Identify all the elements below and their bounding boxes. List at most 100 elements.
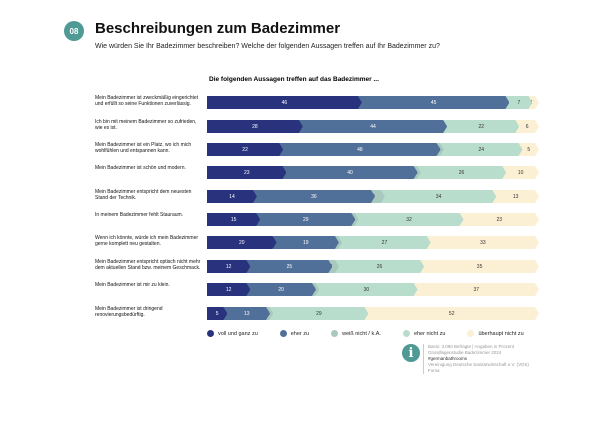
data-label: 15: [230, 216, 237, 223]
bar-segment: 33: [427, 236, 539, 249]
bar-segment: 14: [207, 190, 257, 203]
bar-segment: 13: [223, 307, 270, 320]
data-label: 48: [357, 146, 363, 153]
data-label: 30: [363, 286, 370, 293]
legend-swatch: [402, 330, 410, 337]
chart-row: Wenn ich könnte, würde ich mein Badezimm…: [95, 235, 545, 256]
bar-segment: 48: [279, 143, 440, 156]
category-label: Mein Badezimmer ist ein Platz, wo ich mi…: [95, 142, 192, 154]
bar-segment: 26: [417, 166, 506, 179]
data-label: 13: [243, 310, 250, 317]
bar-segment: 5: [207, 307, 227, 320]
legend-item: eher zu: [279, 330, 309, 337]
legend-swatch: [467, 330, 475, 337]
legend-item: überhaupt nicht zu: [467, 330, 524, 337]
data-label: 10: [517, 169, 524, 176]
bar-segment: 35: [420, 260, 539, 273]
data-label: 5: [527, 146, 531, 153]
data-label: 26: [376, 263, 383, 270]
data-label: 22: [242, 146, 248, 153]
data-label: 46: [281, 99, 288, 106]
category-label: Ich bin mit meinem Badezimmer so zufried…: [95, 119, 197, 131]
bar-segment: 30: [315, 283, 417, 296]
bar-segment: 40: [282, 166, 417, 179]
legend-item: eher nicht zu: [402, 330, 446, 337]
bar-segment: 46: [207, 96, 362, 109]
data-label: 35: [476, 263, 483, 270]
legend-swatch: [207, 330, 214, 337]
chart-row: Mein Badezimmer ist schön und modern. 23 4…: [95, 165, 545, 186]
data-label: 24: [478, 146, 485, 153]
chart-row: Mein Badezimmer ist ein Platz, wo ich mi…: [95, 142, 545, 163]
bar-segment: 37: [414, 283, 539, 296]
data-label: 5: [215, 310, 219, 317]
category-label: Wenn ich könnte, würde ich mein Badezimm…: [95, 235, 199, 247]
info-icon: i: [402, 344, 420, 362]
data-label: 20: [278, 286, 284, 293]
data-label: 20: [239, 239, 245, 246]
legend: voll und ganz zu eher zu weiß nicht / k.A.…: [207, 330, 546, 337]
data-label: 45: [430, 99, 437, 106]
bar-segment: 45: [358, 96, 510, 109]
bar-segment: 15: [207, 213, 260, 226]
stacked-bar: 122013037: [207, 283, 535, 296]
bar-segment: 12: [207, 283, 250, 296]
data-label: 25: [286, 263, 293, 270]
section-badge: 08: [64, 21, 84, 41]
source-line: Grundlagenstudie Badezimmer 2024: [428, 350, 502, 355]
bar-segment: 19: [273, 236, 339, 249]
legend-label: weiß nicht / k.A.: [342, 330, 381, 337]
data-label: 33: [480, 239, 486, 246]
bar-segment: 20: [246, 283, 316, 296]
stacked-bar: 22481245: [207, 143, 535, 156]
stacked-bar: 143633413: [207, 190, 535, 203]
data-label: 6: [525, 123, 529, 130]
stacked-bar: 201912733: [207, 236, 535, 249]
legend-label: eher nicht zu: [413, 330, 446, 337]
bar-segment: 34: [381, 190, 497, 203]
stacked-bar: 28 44 22 6: [207, 120, 535, 133]
stacked-bar: 234012610: [207, 166, 535, 179]
data-label: 23: [243, 169, 250, 176]
bar-segment: 36: [253, 190, 375, 203]
chart-row: Mein Badezimmer entspricht dem neuesten …: [95, 189, 545, 210]
data-label: 13: [512, 193, 519, 200]
data-label: 36: [311, 193, 317, 200]
data-label: 37: [473, 286, 480, 293]
data-label: 7: [517, 99, 521, 106]
data-label: 12: [225, 286, 232, 293]
data-label: 27: [381, 239, 388, 246]
data-label: 14: [229, 193, 235, 200]
bar-segment: 20: [207, 236, 277, 249]
legend-swatch: [279, 330, 287, 337]
stacked-bar: 152913223: [207, 213, 535, 226]
stacked-bar: 51312952: [207, 307, 535, 320]
data-label: 34: [435, 193, 442, 200]
data-label: 23: [496, 216, 503, 223]
bar-segment: 28: [207, 120, 303, 133]
category-label: Mein Badezimmer ist mir zu klein.: [95, 282, 170, 288]
page-subtitle: Wie würden Sie Ihr Badezimmer beschreibe…: [95, 43, 440, 50]
data-label: 28: [252, 123, 258, 130]
bar-segment: 44: [299, 120, 447, 133]
category-label: Mein Badezimmer entspricht optisch nicht…: [95, 259, 201, 271]
chart-row: In meinem Badezimmer fehlt Stauraum. 15 29…: [95, 212, 545, 233]
bar-segment: 5: [519, 143, 539, 156]
stacked-bar: 122522635: [207, 260, 535, 273]
source-line: Vereinigung Deutsche Sanitärwirtschaft e…: [428, 362, 529, 367]
data-label: 29: [316, 310, 322, 317]
bar-segment: 23: [207, 166, 286, 179]
chart-row: Mein Badezimmer ist mir zu klein.1220130…: [95, 282, 545, 303]
page-title: Beschreibungen zum Badezimmer: [95, 20, 341, 37]
legend-item: weiß nicht / k.A.: [331, 330, 381, 337]
data-label: 40: [347, 169, 353, 176]
data-label: 32: [406, 216, 412, 223]
chart-row: Mein Badezimmer ist zweckmäßig eingerich…: [95, 95, 545, 116]
bar-segment: 10: [502, 166, 539, 179]
data-label: 29: [302, 216, 309, 223]
bar-segment: 25: [246, 260, 332, 273]
bar-segment: 7: [505, 96, 532, 109]
bar-segment: 27: [338, 236, 431, 249]
bar-segment: 12: [207, 260, 250, 273]
source-line: Basis: 3.090 Befragte | Angaben in Proze…: [428, 344, 514, 349]
